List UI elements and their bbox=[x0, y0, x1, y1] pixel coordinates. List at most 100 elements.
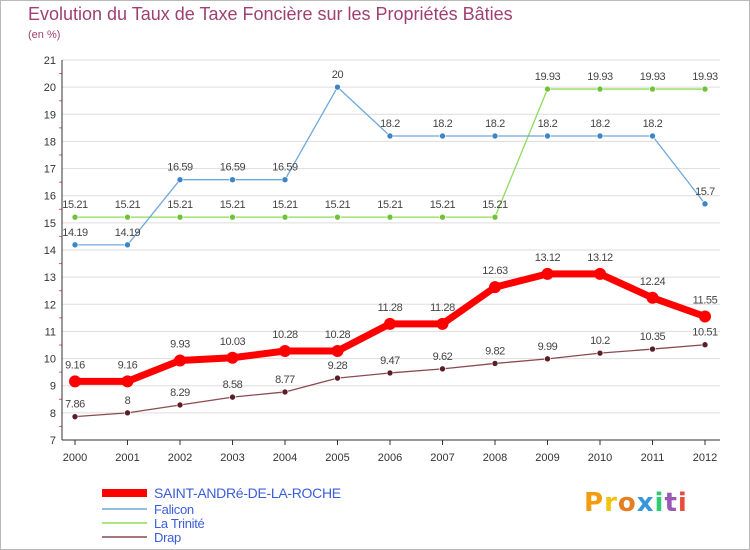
data-label: 9.16 bbox=[65, 359, 85, 371]
data-label: 13.12 bbox=[587, 252, 613, 264]
data-label: 10.03 bbox=[220, 336, 246, 348]
data-label: 15.21 bbox=[115, 199, 141, 211]
x-tick-label: 2012 bbox=[693, 452, 717, 464]
data-label: 13.12 bbox=[535, 252, 561, 264]
y-tick-label: 16 bbox=[44, 191, 56, 203]
unit-label: (en %) bbox=[28, 29, 61, 41]
data-label: 15.21 bbox=[62, 199, 88, 211]
data-label: 19.93 bbox=[692, 71, 718, 83]
data-point bbox=[229, 213, 236, 221]
data-label: 9.93 bbox=[170, 338, 190, 350]
data-point bbox=[69, 375, 81, 388]
y-tick-label: 7 bbox=[50, 435, 56, 447]
data-point bbox=[439, 365, 446, 373]
data-point bbox=[649, 85, 656, 93]
chart-title: Evolution du Taux de Taxe Foncière sur l… bbox=[28, 4, 513, 24]
data-point bbox=[386, 132, 394, 140]
x-tick-label: 2001 bbox=[115, 452, 139, 464]
data-label: 9.62 bbox=[433, 351, 453, 363]
data-label: 18.2 bbox=[643, 118, 663, 130]
data-point bbox=[124, 241, 131, 249]
data-label: 15.21 bbox=[167, 199, 193, 211]
data-point bbox=[384, 317, 396, 330]
data-point bbox=[491, 132, 499, 140]
data-label: 19.93 bbox=[535, 71, 561, 83]
logo-letter: t bbox=[664, 488, 678, 518]
data-label: 12.24 bbox=[640, 276, 666, 288]
data-label: 10.51 bbox=[692, 327, 718, 339]
data-label: 10.35 bbox=[640, 331, 666, 343]
data-point bbox=[279, 344, 291, 357]
series-layer bbox=[69, 83, 711, 420]
x-tick-label: 2002 bbox=[168, 452, 192, 464]
y-tick-label: 21 bbox=[44, 55, 56, 67]
data-point bbox=[596, 132, 604, 140]
data-label: 18.2 bbox=[485, 118, 505, 130]
data-point bbox=[649, 132, 656, 140]
data-point bbox=[544, 85, 551, 93]
logo-letter: i bbox=[654, 488, 665, 518]
data-label: 10.28 bbox=[272, 329, 298, 341]
data-point bbox=[176, 176, 184, 183]
logo-letter: r bbox=[604, 488, 618, 518]
data-point bbox=[281, 213, 289, 221]
data-point bbox=[699, 310, 711, 323]
data-point bbox=[439, 132, 446, 140]
x-tick-label: 2006 bbox=[378, 452, 402, 464]
data-label: 14.19 bbox=[62, 227, 88, 239]
legend-label: Falicon bbox=[154, 502, 194, 517]
data-point bbox=[331, 344, 344, 357]
data-point bbox=[649, 345, 656, 353]
data-label: 8 bbox=[125, 395, 131, 407]
data-point bbox=[71, 241, 79, 249]
data-label: 16.59 bbox=[272, 162, 298, 174]
data-point bbox=[281, 388, 289, 396]
data-label: 20 bbox=[332, 69, 344, 81]
data-label: 8.29 bbox=[170, 387, 190, 399]
data-label: 18.2 bbox=[380, 118, 400, 130]
data-point bbox=[701, 85, 709, 93]
data-point bbox=[334, 83, 341, 91]
logo-letter: P bbox=[584, 488, 605, 518]
data-label: 10.28 bbox=[325, 329, 351, 341]
data-point bbox=[701, 200, 709, 208]
data-point bbox=[701, 341, 709, 349]
data-label: 15.21 bbox=[482, 199, 508, 211]
data-point bbox=[596, 349, 604, 357]
data-point bbox=[491, 360, 499, 367]
data-point bbox=[544, 355, 551, 363]
data-point bbox=[229, 393, 236, 401]
data-point bbox=[596, 85, 604, 93]
data-label: 15.7 bbox=[695, 186, 715, 198]
data-point bbox=[71, 413, 79, 420]
data-label: 9.82 bbox=[485, 345, 505, 357]
data-label: 15.21 bbox=[325, 199, 351, 211]
y-tick-label: 12 bbox=[44, 299, 56, 311]
data-point bbox=[121, 375, 134, 388]
y-tick-label: 17 bbox=[44, 164, 56, 176]
proxiti-logo: Proxiti bbox=[584, 488, 688, 518]
data-label: 19.93 bbox=[640, 71, 666, 83]
x-tick-label: 2011 bbox=[641, 452, 665, 464]
data-label: 18.2 bbox=[433, 118, 453, 130]
data-point bbox=[544, 132, 551, 140]
y-tick-label: 19 bbox=[44, 109, 56, 121]
x-tick-label: 2003 bbox=[220, 452, 244, 464]
data-point bbox=[176, 213, 184, 221]
y-tick-label: 11 bbox=[45, 326, 56, 338]
data-label: 16.59 bbox=[220, 162, 246, 174]
legend-label: Drap bbox=[154, 530, 181, 545]
data-point bbox=[646, 291, 659, 304]
y-tick-label: 9 bbox=[50, 381, 56, 393]
data-label: 15.21 bbox=[220, 199, 246, 211]
data-label: 12.63 bbox=[482, 265, 508, 277]
data-point bbox=[386, 213, 394, 221]
y-tick-label: 15 bbox=[44, 218, 56, 230]
data-point bbox=[124, 409, 131, 417]
data-label: 15.21 bbox=[430, 199, 456, 211]
x-tick-label: 2008 bbox=[483, 452, 507, 464]
data-point bbox=[334, 374, 341, 382]
data-label: 14.19 bbox=[115, 227, 141, 239]
